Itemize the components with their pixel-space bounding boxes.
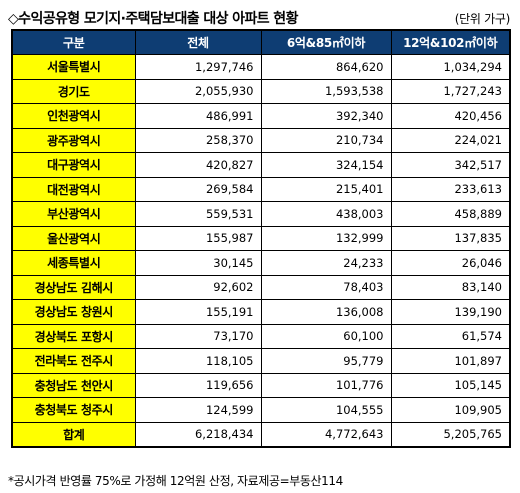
region-cell: 경기도 — [11, 78, 136, 104]
total-cell: 118,105 — [134, 348, 262, 374]
region-cell: 경상북도 포항시 — [11, 323, 136, 349]
total-cell: 269,584 — [134, 176, 262, 202]
under6-cell: 95,779 — [260, 348, 392, 374]
column-header-region: 구분 — [11, 29, 136, 55]
table-row: 대전광역시 269,584 215,401 233,613 — [11, 176, 511, 202]
total-cell: 155,987 — [134, 225, 262, 251]
under6-cell: 104,555 — [260, 397, 392, 423]
total-cell: 124,599 — [134, 397, 262, 423]
under12-cell: 420,456 — [390, 103, 511, 129]
total-cell: 155,191 — [134, 299, 262, 325]
title-row: ◇수익공유형 모기지·주택담보대출 대상 아파트 현황 (단위 가구) — [8, 6, 512, 28]
apartment-table: 구분 전체 6억&85㎡이하 12억&102㎡이하 서울특별시 1,297,746… — [11, 29, 511, 448]
region-cell: 경상남도 김해시 — [11, 274, 136, 300]
under12-cell: 83,140 — [390, 274, 511, 300]
under12-cell: 101,897 — [390, 348, 511, 374]
total-cell: 2,055,930 — [134, 78, 262, 104]
under12-cell: 233,613 — [390, 176, 511, 202]
table-row: 인천광역시 486,991 392,340 420,456 — [11, 103, 511, 129]
table-row: 경상남도 김해시 92,602 78,403 83,140 — [11, 274, 511, 300]
table-header-row: 구분 전체 6억&85㎡이하 12억&102㎡이하 — [11, 29, 511, 55]
unit-label: (단위 가구) — [454, 12, 511, 26]
region-cell: 인천광역시 — [11, 103, 136, 129]
table-row: 경기도 2,055,930 1,593,538 1,727,243 — [11, 78, 511, 104]
table-row: 전라북도 전주시 118,105 95,779 101,897 — [11, 348, 511, 374]
table-row: 광주광역시 258,370 210,734 224,021 — [11, 127, 511, 153]
region-cell: 서울특별시 — [11, 54, 136, 80]
table-row: 세종특별시 30,145 24,233 26,046 — [11, 250, 511, 276]
table-row: 울산광역시 155,987 132,999 137,835 — [11, 225, 511, 251]
region-cell: 울산광역시 — [11, 225, 136, 251]
total-cell: 420,827 — [134, 152, 262, 178]
region-cell: 대구광역시 — [11, 152, 136, 178]
region-cell: 세종특별시 — [11, 250, 136, 276]
under6-cell: 392,340 — [260, 103, 392, 129]
under6-cell: 210,734 — [260, 127, 392, 153]
total-cell: 92,602 — [134, 274, 262, 300]
under6-cell: 4,772,643 — [260, 421, 392, 447]
total-cell: 258,370 — [134, 127, 262, 153]
table-row: 대구광역시 420,827 324,154 342,517 — [11, 152, 511, 178]
region-cell: 전라북도 전주시 — [11, 348, 136, 374]
total-cell: 30,145 — [134, 250, 262, 276]
footnote: *공시가격 반영률 75%로 가정해 12억원 산정, 자료제공=부동산114 — [8, 474, 343, 488]
under12-cell: 61,574 — [390, 323, 511, 349]
under12-cell: 342,517 — [390, 152, 511, 178]
total-cell: 559,531 — [134, 201, 262, 227]
page-title: ◇수익공유형 모기지·주택담보대출 대상 아파트 현황 — [8, 11, 298, 27]
under6-cell: 864,620 — [260, 54, 392, 80]
under6-cell: 101,776 — [260, 372, 392, 398]
table-row: 경상남도 창원시 155,191 136,008 139,190 — [11, 299, 511, 325]
table-row: 충청북도 청주시 124,599 104,555 109,905 — [11, 397, 511, 423]
table-row: 경상북도 포항시 73,170 60,100 61,574 — [11, 323, 511, 349]
under6-cell: 24,233 — [260, 250, 392, 276]
under12-cell: 458,889 — [390, 201, 511, 227]
under6-cell: 132,999 — [260, 225, 392, 251]
under12-cell: 5,205,765 — [390, 421, 511, 447]
total-cell: 119,656 — [134, 372, 262, 398]
under12-cell: 137,835 — [390, 225, 511, 251]
region-cell: 합계 — [11, 421, 136, 447]
total-cell: 73,170 — [134, 323, 262, 349]
table-row: 부산광역시 559,531 438,003 458,889 — [11, 201, 511, 227]
under6-cell: 1,593,538 — [260, 78, 392, 104]
under6-cell: 324,154 — [260, 152, 392, 178]
under12-cell: 1,727,243 — [390, 78, 511, 104]
table-row: 서울특별시 1,297,746 864,620 1,034,294 — [11, 54, 511, 80]
total-cell: 6,218,434 — [134, 421, 262, 447]
column-header-under6: 6억&85㎡이하 — [260, 29, 392, 55]
region-cell: 충청북도 청주시 — [11, 397, 136, 423]
column-header-under12: 12억&102㎡이하 — [390, 29, 511, 55]
region-cell: 대전광역시 — [11, 176, 136, 202]
under6-cell: 78,403 — [260, 274, 392, 300]
under12-cell: 224,021 — [390, 127, 511, 153]
under12-cell: 139,190 — [390, 299, 511, 325]
under12-cell: 109,905 — [390, 397, 511, 423]
table-total-row: 합계 6,218,434 4,772,643 5,205,765 — [11, 421, 511, 447]
column-header-total: 전체 — [134, 29, 262, 55]
region-cell: 충청남도 천안시 — [11, 372, 136, 398]
under12-cell: 26,046 — [390, 250, 511, 276]
total-cell: 486,991 — [134, 103, 262, 129]
region-cell: 부산광역시 — [11, 201, 136, 227]
total-cell: 1,297,746 — [134, 54, 262, 80]
region-cell: 경상남도 창원시 — [11, 299, 136, 325]
under12-cell: 1,034,294 — [390, 54, 511, 80]
under6-cell: 215,401 — [260, 176, 392, 202]
table-row: 충청남도 천안시 119,656 101,776 105,145 — [11, 372, 511, 398]
under6-cell: 60,100 — [260, 323, 392, 349]
region-cell: 광주광역시 — [11, 127, 136, 153]
under12-cell: 105,145 — [390, 372, 511, 398]
under6-cell: 438,003 — [260, 201, 392, 227]
under6-cell: 136,008 — [260, 299, 392, 325]
